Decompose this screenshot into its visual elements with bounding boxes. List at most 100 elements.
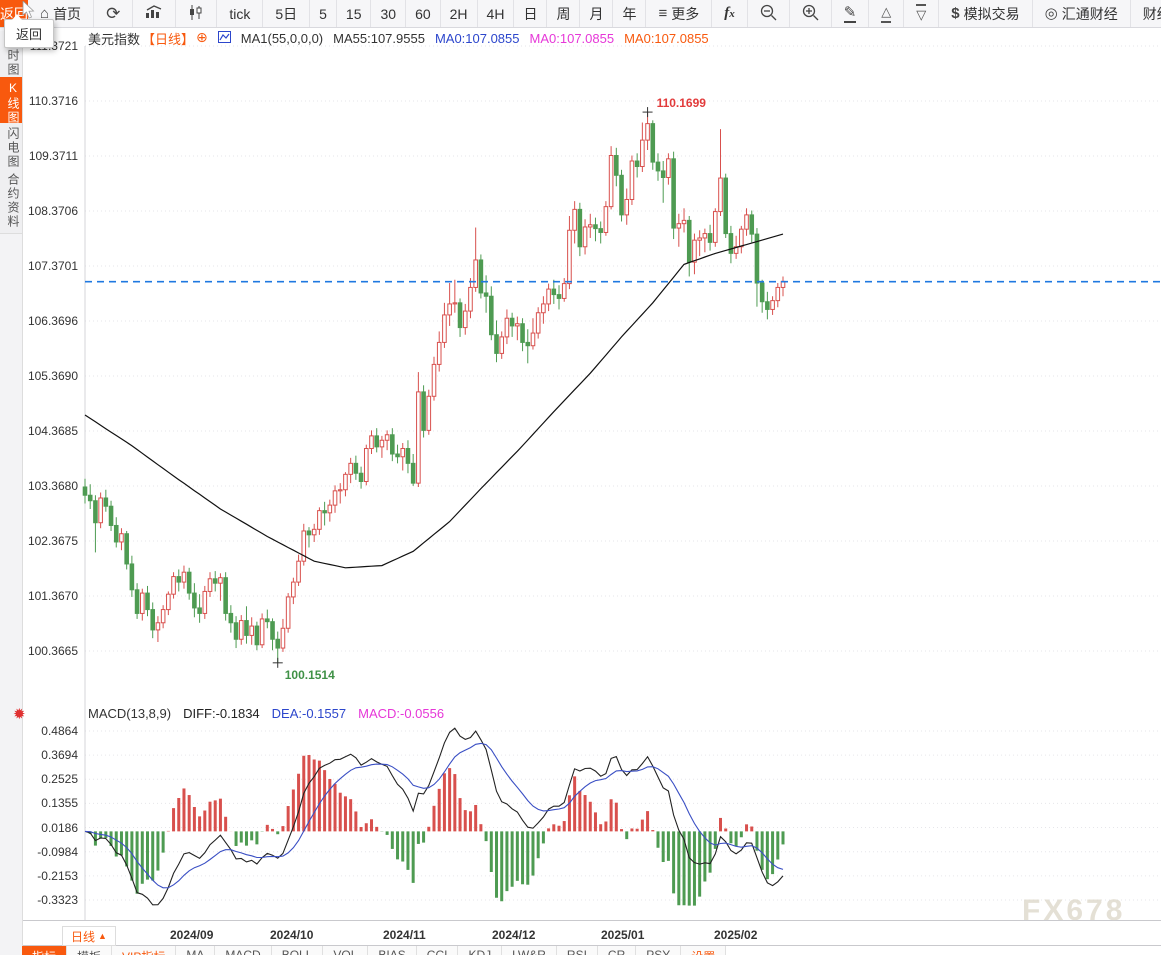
tab-macd[interactable]: MACD	[215, 946, 272, 955]
period-15m-button[interactable]: 15	[337, 0, 372, 27]
price-axis-label: 103.3680	[27, 479, 78, 493]
simulated-trading-button[interactable]: $ 模拟交易	[939, 0, 1033, 27]
line-chart-mode-button[interactable]	[133, 0, 177, 27]
svg-text:100.1514: 100.1514	[285, 668, 335, 682]
triangle-up-tool-button[interactable]: △	[869, 0, 905, 27]
date-axis-label: 2024/11	[383, 928, 426, 942]
tab-bias[interactable]: BIAS	[368, 946, 417, 955]
macd-axis-label: 0.4864	[41, 724, 78, 738]
finance-label: 财经	[1142, 5, 1161, 22]
tab-rsi[interactable]: RSI	[557, 946, 598, 955]
tab-label: MA	[186, 948, 205, 955]
tab-boll[interactable]: BOLL	[272, 946, 324, 955]
macd-settings-icon[interactable]: ✹	[13, 706, 26, 723]
tab-label: VIP指标	[122, 948, 165, 955]
tab-vol[interactable]: VOL	[323, 946, 369, 955]
period-30m-button[interactable]: 30	[371, 0, 407, 27]
tab-kdj[interactable]: KDJ	[458, 946, 503, 955]
period-5day-label: 5日	[275, 5, 298, 22]
kline-mode-button[interactable]	[176, 0, 218, 27]
tab-label: 指标	[32, 948, 56, 955]
price-axis-label: 104.3685	[27, 424, 78, 438]
ma-settings-icon[interactable]	[217, 31, 231, 46]
home-button[interactable]: ⌂ 首页	[28, 0, 95, 27]
pencil-icon: ✎	[843, 3, 857, 23]
fx678-watermark: FX678	[1022, 894, 1126, 927]
period-2h-button[interactable]: 2H	[441, 0, 478, 27]
ma0-value-blue: MA0:107.0855	[434, 31, 520, 46]
tab-label: CCI	[426, 948, 448, 955]
more-label: 更多	[671, 5, 700, 22]
hamburger-icon: ≡	[658, 5, 668, 22]
tab-cci[interactable]: CCI	[417, 946, 459, 955]
tab-settings[interactable]: 设置	[681, 946, 727, 955]
period-label: 日	[523, 5, 538, 22]
chevron-up-icon: ▲	[98, 931, 107, 941]
price-axis-label: 100.3665	[27, 644, 78, 658]
zoom-in-button[interactable]	[790, 0, 832, 27]
draw-tool-button[interactable]: ✎	[832, 0, 870, 27]
sidebar-item-kline-chart[interactable]: K线图	[0, 77, 22, 130]
macd-axis-label: 0.0186	[41, 820, 78, 835]
diff-value: DIFF:-0.1834	[183, 706, 260, 721]
tab-template[interactable]: 模板	[67, 946, 113, 955]
tick-period-button[interactable]: tick	[217, 0, 264, 27]
tab-psy[interactable]: PSY	[636, 946, 682, 955]
price-axis-label: 105.3690	[27, 369, 78, 383]
fx678-news-button[interactable]: ◎ 汇通财经	[1033, 0, 1131, 27]
triangle-down-tool-button[interactable]: ▽	[904, 0, 940, 27]
macd-axis-label: 0.2525	[41, 772, 78, 787]
home-icon: ⌂	[40, 5, 50, 22]
tab-label: 模板	[77, 948, 101, 955]
zoom-out-button[interactable]	[748, 0, 790, 27]
more-button[interactable]: ≡ 更多	[646, 0, 713, 27]
tab-label: LW&R	[512, 948, 546, 955]
macd-pane-header: MACD(13,8,9) DIFF:-0.1834 DEA:-0.1557 MA…	[88, 706, 444, 721]
tab-cr[interactable]: CR	[598, 946, 637, 955]
finance-calendar-button[interactable]: 财经	[1131, 0, 1161, 27]
period-5day-button[interactable]: 5日	[263, 0, 311, 27]
tab-lwr[interactable]: LW&R	[502, 946, 557, 955]
period-label: 年	[622, 5, 637, 22]
fx678-logo-icon: ◎	[1044, 5, 1058, 22]
sidebar-item-contract-info[interactable]: 合约资料	[0, 169, 22, 234]
tab-label: RSI	[566, 948, 587, 955]
left-sidebar: 分时图 K线图 闪电图 合约资料	[0, 27, 23, 955]
period-5m-button[interactable]: 5	[310, 0, 337, 27]
period-label: 30	[380, 5, 397, 22]
formula-button[interactable]: fx	[712, 0, 748, 27]
macd-axis-label: -0.2153	[37, 868, 78, 883]
period-label: 15	[345, 5, 362, 22]
sidebar-label: K线图	[6, 81, 20, 125]
tab-vip-indicator[interactable]: VIP指标	[112, 946, 177, 955]
ma0-value-magenta: MA0:107.0855	[529, 31, 615, 46]
period-month-button[interactable]: 月	[580, 0, 614, 27]
period-label: 周	[556, 5, 571, 22]
ma55-value: MA55:107.9555	[333, 31, 425, 46]
macd-axis-label: 0.3694	[41, 748, 78, 763]
period-year-button[interactable]: 年	[613, 0, 647, 27]
tab-label: BOLL	[281, 948, 313, 955]
tab-ma[interactable]: MA	[176, 946, 216, 955]
back-tooltip-label: 返回	[15, 27, 42, 42]
price-axis-label: 110.3716	[28, 94, 78, 108]
price-axis-label: 106.3696	[27, 314, 78, 328]
period-week-button[interactable]: 周	[547, 0, 581, 27]
period-4h-button[interactable]: 4H	[478, 0, 515, 27]
sim-trade-label: 模拟交易	[963, 5, 1020, 22]
period-day-button[interactable]: 日	[514, 0, 548, 27]
timeframe-label: 日线	[71, 929, 96, 944]
period-label: 60	[415, 5, 431, 22]
period-60m-button[interactable]: 60	[406, 0, 441, 27]
sidebar-item-lightning-chart[interactable]: 闪电图	[0, 123, 22, 174]
symbol-name: 美元指数	[88, 32, 141, 47]
indicator-tab-bar: 指标 模板 VIP指标 MA MACD BOLL VOL BIAS CCI KD…	[22, 946, 727, 955]
ma0-value-orange: MA0:107.0855	[624, 31, 709, 46]
timeframe-selector[interactable]: 日线 ▲	[62, 926, 116, 946]
refresh-button[interactable]: ⟳	[94, 0, 134, 27]
add-favorite-icon[interactable]: ⊕	[196, 29, 208, 45]
ma-settings-text: MA1(55,0,0,0)	[240, 31, 324, 46]
price-axis-label: 102.3675	[27, 534, 78, 548]
tab-indicator[interactable]: 指标	[22, 946, 68, 955]
